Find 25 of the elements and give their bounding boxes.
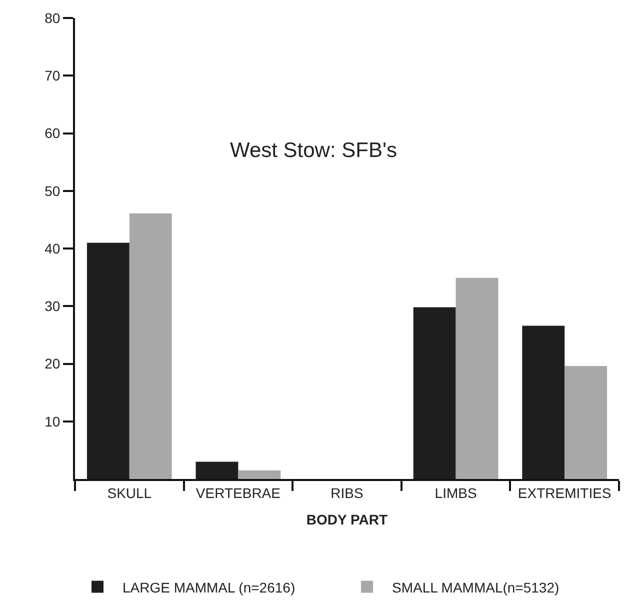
y-tick-label: 40	[44, 240, 60, 256]
y-tick-label: 10	[44, 413, 60, 430]
bar	[196, 462, 238, 479]
bar	[238, 470, 281, 479]
x-tick-label: SKULL	[107, 484, 152, 501]
x-tick-label: EXTREMITIES	[518, 484, 612, 501]
text: West Stow: SFB's	[230, 139, 397, 162]
y-tick-label: 20	[44, 356, 60, 372]
bar	[129, 213, 172, 479]
y-tick-label: 60	[44, 125, 60, 142]
legend-label: SMALL MAMMAL(n=5132)	[392, 579, 560, 596]
bar	[564, 366, 608, 479]
x-axis-title: BODY PART	[306, 512, 388, 528]
y-tick-label: 80	[44, 10, 60, 26]
y-tick-label: 50	[44, 182, 60, 199]
x-tick-label: RIBS	[330, 484, 364, 501]
bar	[522, 326, 565, 479]
y-tick-label: 70	[44, 68, 60, 84]
y-tick-label: 30	[44, 298, 60, 314]
bar	[413, 307, 456, 479]
x-tick-label: VERTEBRAE	[196, 484, 280, 501]
bar	[86, 242, 130, 479]
x-tick-label: LIMBS	[434, 484, 477, 501]
bar	[456, 278, 498, 479]
legend-label: LARGE MAMMAL (n=2616)	[122, 579, 296, 596]
